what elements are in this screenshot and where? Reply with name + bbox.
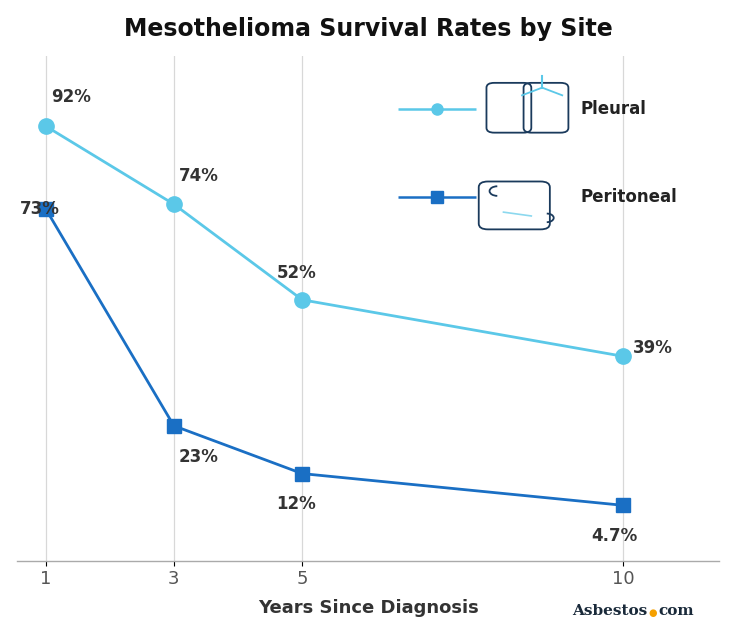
Text: 39%: 39%	[633, 339, 673, 356]
Text: 92%: 92%	[51, 89, 91, 107]
Text: 12%: 12%	[277, 495, 316, 514]
Text: Asbestos: Asbestos	[573, 604, 648, 618]
Text: 73%: 73%	[20, 200, 60, 217]
Text: 74%: 74%	[179, 167, 219, 184]
Text: ●: ●	[648, 607, 657, 618]
Text: 52%: 52%	[277, 264, 316, 282]
Title: Mesothelioma Survival Rates by Site: Mesothelioma Survival Rates by Site	[124, 16, 612, 41]
Text: 23%: 23%	[179, 448, 219, 465]
Text: com: com	[659, 604, 694, 618]
Text: 4.7%: 4.7%	[591, 527, 637, 545]
X-axis label: Years Since Diagnosis: Years Since Diagnosis	[258, 599, 478, 618]
